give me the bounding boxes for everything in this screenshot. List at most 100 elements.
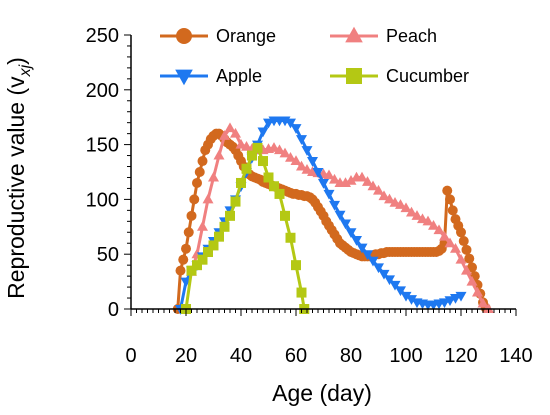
peach-data-point [444,237,456,248]
apple-data-point [356,243,368,254]
peach-data-point [400,202,412,213]
apple-data-point [307,157,318,167]
apple-data-point [334,210,346,221]
peach-data-point [439,230,450,241]
peach-data-point [384,193,395,204]
cucumber-data-point [186,265,197,276]
y-tick-label: 150 [86,135,119,157]
apple-data-point [257,127,269,138]
apple-data-point [373,263,384,274]
peach-data-point [356,171,368,182]
cucumber-data-point [208,240,219,251]
cucumber-data-point [252,142,263,153]
apple-data-point [351,235,362,246]
legend-label-orange: Orange [216,26,276,46]
peach-data-point [411,210,423,220]
x-axis-title: Age (day) [272,380,372,406]
x-tick-label: 60 [285,345,307,367]
peach-data-point [466,275,478,286]
peach-data-point [378,190,390,201]
legend-marker-peach [345,26,363,43]
y-tick-label: 200 [86,80,119,102]
cucumber-data-point [225,210,235,221]
orange-data-point [181,243,191,254]
y-tick-label: 100 [86,189,119,211]
peach-data-point [323,169,335,180]
orange-data-point [456,227,466,238]
x-tick-label: 40 [230,345,252,367]
peach-data-point [279,147,291,158]
orange-data-point [447,205,458,216]
peach-data-point [213,149,225,160]
apple-data-point [285,118,296,129]
cucumber-data-point [241,163,252,174]
peach-data-point [422,215,434,226]
x-tick-label: 0 [125,345,136,367]
peach-data-point [477,297,489,308]
cucumber-data-point [274,188,285,199]
apple-data-point [296,135,307,145]
legend-item-orange: Orange [160,26,276,46]
apple-data-point [400,291,412,302]
apple-data-point [290,124,302,134]
cucumber-data-point [197,254,208,265]
orange-data-point [175,265,186,276]
apple-data-point [340,219,351,230]
cucumber-data-point [203,247,213,258]
peach-data-point [224,122,236,133]
x-tick-label: 100 [389,345,422,367]
y-axis-title: Reproductive value (vxj) [3,57,34,299]
cucumber-data-point [192,260,202,271]
peach-data-point [202,193,214,204]
legend-marker-apple [175,69,193,86]
y-tick-label: 0 [108,299,119,321]
apple-data-point [406,295,417,305]
orange-data-point [467,262,477,273]
apple-data-point [345,228,357,239]
y-axis-title-sub: xj [17,64,34,77]
peach-data-point [362,176,373,186]
peach-data-point [455,253,467,264]
legend-item-apple: Apple [160,66,262,86]
legend-marker-orange [176,28,192,44]
peach-data-point [230,127,241,138]
cucumber-data-point [230,196,241,207]
peach-data-point [296,160,307,171]
y-axis-title-main: Reproductive value (v [3,76,29,299]
orange-data-point [197,156,208,167]
cucumber-data-point [269,181,279,192]
peach-data-point [428,219,439,230]
peach-data-point [433,224,445,235]
cucumber-data-point [236,177,246,188]
peach-data-point [367,180,379,191]
cucumber-data-point [296,287,307,298]
apple-data-point [395,286,406,297]
legend-item-peach: Peach [330,26,437,46]
cucumber-data-point [247,150,257,161]
y-axis-title-close: ) [3,57,29,65]
x-tick-label: 20 [175,345,197,367]
cucumber-data-point [285,232,296,243]
orange-data-point [178,254,189,265]
orange-data-point [192,177,202,188]
cucumber-data-point [219,221,230,232]
orange-data-point [458,236,469,247]
peach-data-point [285,152,296,162]
cucumber-data-point [214,231,224,242]
orange-data-point [189,194,200,205]
peach-data-point [472,286,483,297]
peach-data-point [197,221,208,231]
orange-data-point [442,185,453,196]
peach-data-point [219,130,230,140]
peach-data-point [483,303,494,313]
apple-data-point [329,200,340,211]
series-layer [172,116,494,315]
orange-data-point [464,253,475,264]
peach-data-point [345,175,357,185]
orange-data-point [194,167,205,177]
peach-data-point [208,171,219,182]
peach-data-point [274,144,285,155]
apple-data-point [318,178,329,189]
x-tick-label: 140 [499,345,532,367]
cucumber-data-point [258,156,268,167]
